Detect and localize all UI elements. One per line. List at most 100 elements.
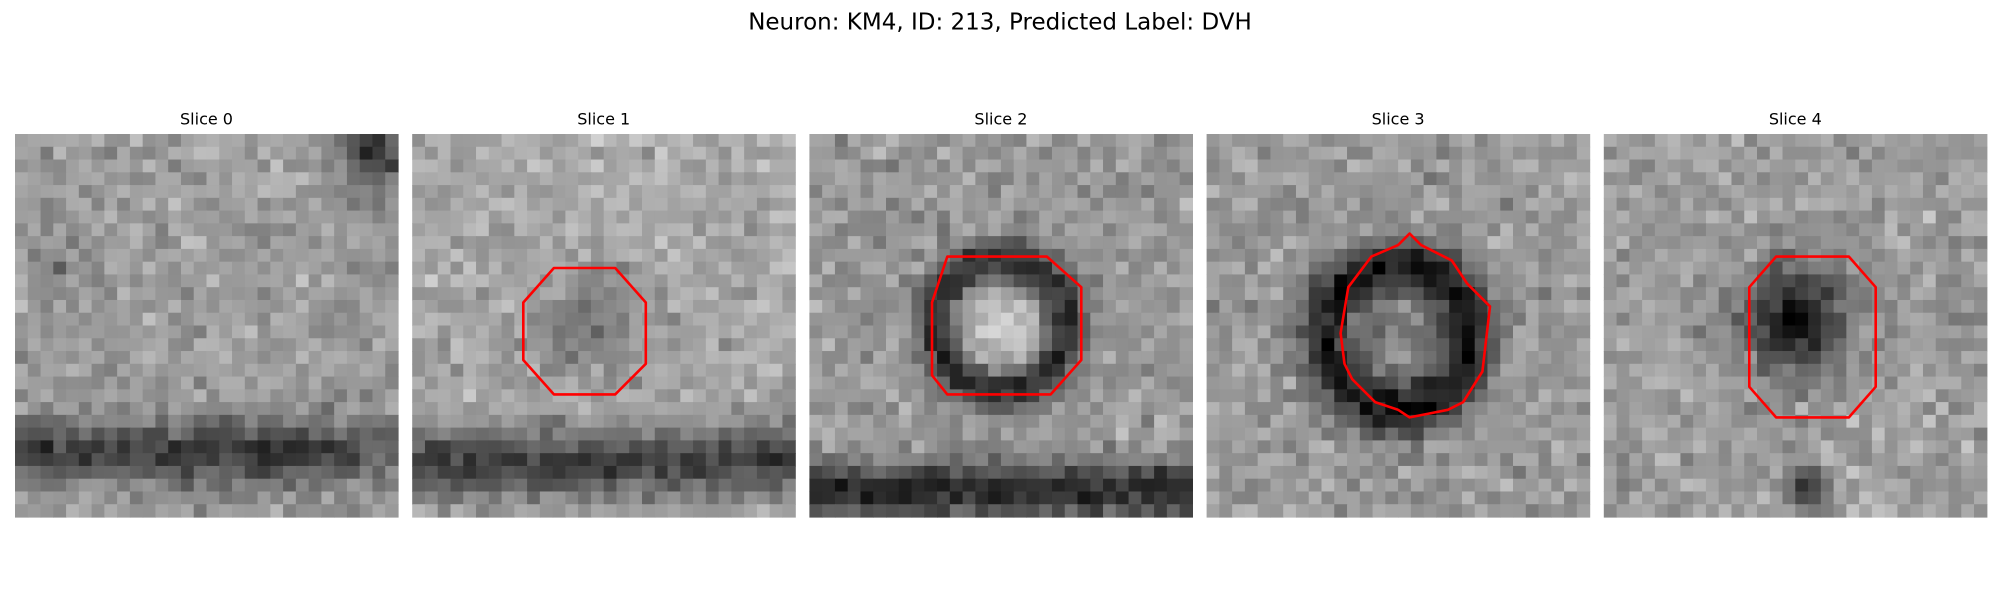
pixel xyxy=(603,325,618,339)
pixel xyxy=(1359,427,1374,441)
pixel xyxy=(1487,223,1501,237)
pixel xyxy=(1385,159,1399,173)
pixel xyxy=(705,197,720,212)
pixel xyxy=(206,491,220,505)
pixel xyxy=(911,223,925,237)
pixel xyxy=(346,478,361,493)
pixel xyxy=(552,465,566,480)
pixel xyxy=(860,172,874,186)
pixel xyxy=(1232,159,1246,173)
pixel xyxy=(1897,159,1911,173)
pixel xyxy=(898,491,913,505)
pixel xyxy=(270,440,284,454)
pixel xyxy=(873,414,887,429)
pixel xyxy=(1385,376,1399,390)
pixel xyxy=(1308,465,1323,480)
pixel xyxy=(283,453,297,467)
pixel xyxy=(847,223,862,237)
pixel xyxy=(1026,210,1040,224)
pixel xyxy=(1551,414,1565,429)
pixel xyxy=(193,287,208,301)
pixel xyxy=(988,197,1002,212)
pixel xyxy=(705,248,720,263)
pixel xyxy=(1654,491,1669,505)
pixel xyxy=(1718,223,1733,237)
pixel xyxy=(1654,172,1669,186)
pixel xyxy=(308,376,322,390)
pixel xyxy=(988,210,1002,224)
pixel xyxy=(1359,197,1374,212)
pixel xyxy=(1026,325,1040,339)
pixel xyxy=(1744,159,1758,173)
pixel xyxy=(1667,414,1681,429)
pixel xyxy=(180,312,195,327)
pixel xyxy=(527,172,541,186)
pixel xyxy=(1308,210,1323,224)
pixel xyxy=(1616,351,1630,365)
pixel xyxy=(168,287,182,301)
pixel xyxy=(1103,465,1117,480)
pixel xyxy=(539,159,554,173)
pixel xyxy=(1538,440,1552,454)
pixel xyxy=(1141,312,1155,327)
pixel xyxy=(1347,478,1361,493)
pixel xyxy=(1487,146,1501,161)
pixel xyxy=(1103,325,1117,339)
pixel xyxy=(937,299,951,314)
pixel xyxy=(731,248,745,263)
pixel xyxy=(1538,299,1552,314)
pixel xyxy=(1295,338,1310,352)
pixel xyxy=(359,274,374,288)
pixel xyxy=(129,210,144,224)
pixel xyxy=(244,440,259,454)
pixel xyxy=(1705,197,1720,212)
pixel xyxy=(1693,325,1707,339)
pixel xyxy=(1693,351,1707,365)
pixel xyxy=(463,185,477,199)
pixel xyxy=(53,287,67,301)
pixel xyxy=(603,299,618,314)
pixel xyxy=(1551,210,1565,224)
pixel xyxy=(1115,402,1130,416)
pixel xyxy=(1616,389,1630,403)
pixel xyxy=(731,210,745,224)
pixel xyxy=(1232,427,1246,441)
pixel xyxy=(1513,210,1527,224)
pixel xyxy=(244,172,259,186)
pixel xyxy=(1859,465,1873,480)
pixel xyxy=(1219,363,1233,378)
pixel xyxy=(1603,465,1618,480)
pixel xyxy=(578,274,592,288)
pixel xyxy=(1974,210,1988,224)
pixel xyxy=(1910,478,1924,493)
pixel xyxy=(385,491,399,505)
pixel xyxy=(937,402,951,416)
pixel xyxy=(142,274,157,288)
pixel xyxy=(1410,414,1425,429)
pixel xyxy=(629,172,643,186)
pixel xyxy=(1244,312,1259,327)
pixel xyxy=(1154,453,1168,467)
pixel xyxy=(1206,414,1220,429)
pixel xyxy=(1705,223,1720,237)
pixel xyxy=(949,287,964,301)
pixel xyxy=(1833,402,1847,416)
pixel xyxy=(1795,197,1809,212)
pixel xyxy=(321,402,335,416)
pixel xyxy=(616,453,630,467)
pixel xyxy=(1321,172,1335,186)
pixel xyxy=(873,287,887,301)
pixel xyxy=(1179,185,1193,199)
pixel xyxy=(40,325,54,339)
pixel xyxy=(1385,453,1399,467)
pixel xyxy=(1090,261,1104,276)
pixel xyxy=(1846,287,1860,301)
pixel xyxy=(1141,223,1155,237)
pixel xyxy=(1283,146,1297,161)
pixel xyxy=(1884,134,1899,148)
pixel xyxy=(1103,427,1117,441)
pixel xyxy=(1974,351,1988,365)
pixel xyxy=(104,453,118,467)
pixel xyxy=(1642,287,1656,301)
pixel xyxy=(1603,274,1618,288)
